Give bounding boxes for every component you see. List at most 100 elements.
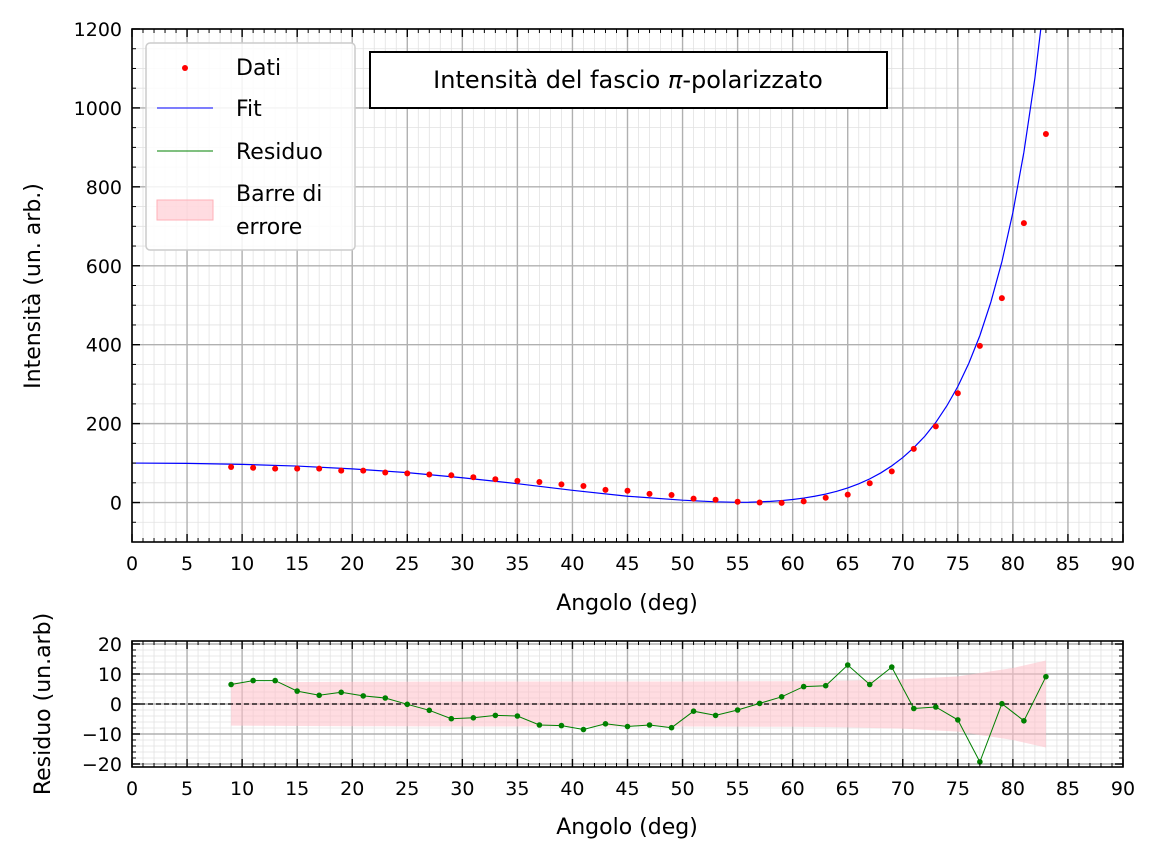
data-point — [470, 474, 477, 481]
residual-point — [800, 683, 807, 690]
residual-point — [888, 664, 895, 670]
y-tick-label: −10 — [82, 724, 122, 746]
residual-point — [999, 700, 1005, 707]
residual-y-axis-title: Residuo (un.arb) — [31, 613, 56, 795]
data-point — [690, 495, 697, 502]
residual-point — [228, 681, 234, 688]
legend-label-barre-line1: Barre di — [236, 182, 322, 207]
x-tick-label: 0 — [126, 778, 138, 800]
residual-point — [580, 726, 587, 733]
residual-point — [250, 677, 256, 684]
y-tick-label: 1000 — [74, 98, 122, 120]
residual-series — [132, 660, 1123, 765]
x-tick-label: 60 — [781, 553, 805, 575]
data-point — [580, 482, 587, 489]
residual-point — [1043, 673, 1049, 680]
x-tick-label: 20 — [340, 778, 364, 800]
main-y-axis-title: Intensità (un. arb.) — [21, 183, 46, 389]
data-point — [272, 465, 279, 472]
residual-point — [690, 708, 697, 714]
data-point — [1020, 220, 1027, 227]
data-point — [360, 467, 367, 474]
residual-point — [492, 712, 499, 719]
data-point — [1042, 130, 1049, 137]
data-point — [294, 465, 301, 472]
x-tick-label: 65 — [836, 778, 860, 800]
residual-point — [272, 677, 278, 684]
residual-point — [558, 722, 565, 729]
legend-label-fit: Fit — [236, 97, 262, 122]
x-tick-label: 75 — [946, 553, 970, 575]
data-point — [954, 390, 961, 397]
legend-box — [145, 42, 356, 251]
residual-point — [646, 722, 653, 728]
x-tick-label: 5 — [181, 778, 193, 800]
residual-point — [756, 700, 763, 707]
main-tick-labels: 0 5 10 15 20 25 30 35 40 45 50 55 60 65 70 75 80 85 90 0 200… — [74, 19, 1135, 575]
x-tick-label: 40 — [560, 553, 584, 575]
residual-point — [822, 682, 829, 689]
main-x-axis-title: Angolo (deg) — [556, 591, 698, 616]
x-tick-label: 15 — [285, 553, 309, 575]
y-tick-label: 10 — [98, 664, 122, 686]
x-tick-label: 45 — [615, 553, 639, 575]
main-plot: 0 5 10 15 20 25 30 35 40 45 50 55 60 65 70 75 80 85 90 0 200… — [21, 19, 1135, 616]
x-tick-label: 90 — [1111, 778, 1135, 800]
residual-point — [602, 721, 609, 727]
data-point — [734, 498, 741, 505]
y-tick-label: 0 — [110, 493, 122, 515]
x-tick-label: 25 — [395, 553, 419, 575]
chart-title-text: Intensità del fascio π-polarizzato — [433, 66, 823, 94]
residual-point — [933, 704, 939, 710]
residual-point — [734, 707, 741, 713]
x-tick-label: 50 — [670, 553, 694, 575]
residual-point — [1021, 718, 1027, 724]
x-tick-label: 10 — [230, 553, 254, 575]
x-tick-label: 30 — [450, 778, 474, 800]
residual-line — [231, 664, 1047, 764]
x-tick-label: 55 — [726, 553, 750, 575]
data-point — [778, 499, 785, 506]
residual-ticks — [131, 641, 1124, 767]
x-tick-label: 65 — [836, 553, 860, 575]
residual-point — [316, 692, 322, 699]
x-tick-label: 50 — [670, 778, 694, 800]
data-point — [250, 464, 257, 471]
residual-x-axis-title: Angolo (deg) — [556, 815, 698, 840]
residual-point — [910, 705, 917, 712]
chart-title: Intensità del fascio π-polarizzato — [369, 51, 888, 109]
data-point — [558, 481, 565, 488]
x-tick-label: 30 — [450, 553, 474, 575]
y-tick-label: 0 — [110, 694, 122, 716]
x-tick-label: 90 — [1111, 553, 1135, 575]
data-point — [668, 492, 675, 499]
x-tick-label: 75 — [946, 778, 970, 800]
data-point — [536, 479, 543, 486]
legend-label-dati: Dati — [236, 56, 281, 81]
chart-title-suffix: -polarizzato — [682, 66, 822, 94]
data-point — [492, 476, 499, 483]
y-tick-label: 600 — [86, 256, 122, 278]
residual-point — [382, 695, 389, 701]
legend: Dati Fit Residuo Barre di errore — [145, 42, 356, 251]
data-point — [756, 499, 763, 506]
residual-point — [294, 688, 300, 694]
data-point — [624, 487, 631, 494]
residual-tick-labels: 0 5 10 15 20 25 30 35 40 45 50 55 60 65 70 75 80 85 90 −20 −… — [82, 634, 1135, 800]
x-tick-label: 25 — [395, 778, 419, 800]
data-point — [822, 494, 829, 501]
data-point — [404, 470, 411, 477]
data-point — [382, 469, 389, 476]
main-ticks — [131, 28, 1124, 543]
data-point — [426, 471, 433, 478]
x-tick-label: 80 — [1001, 553, 1025, 575]
residual-point — [404, 701, 411, 708]
y-tick-label: 1200 — [74, 19, 122, 41]
x-tick-label: 70 — [891, 553, 915, 575]
y-tick-label: 400 — [86, 335, 122, 357]
residual-point — [536, 722, 543, 728]
x-tick-label: 60 — [781, 778, 805, 800]
residual-point — [338, 689, 345, 696]
data-point — [602, 486, 609, 493]
